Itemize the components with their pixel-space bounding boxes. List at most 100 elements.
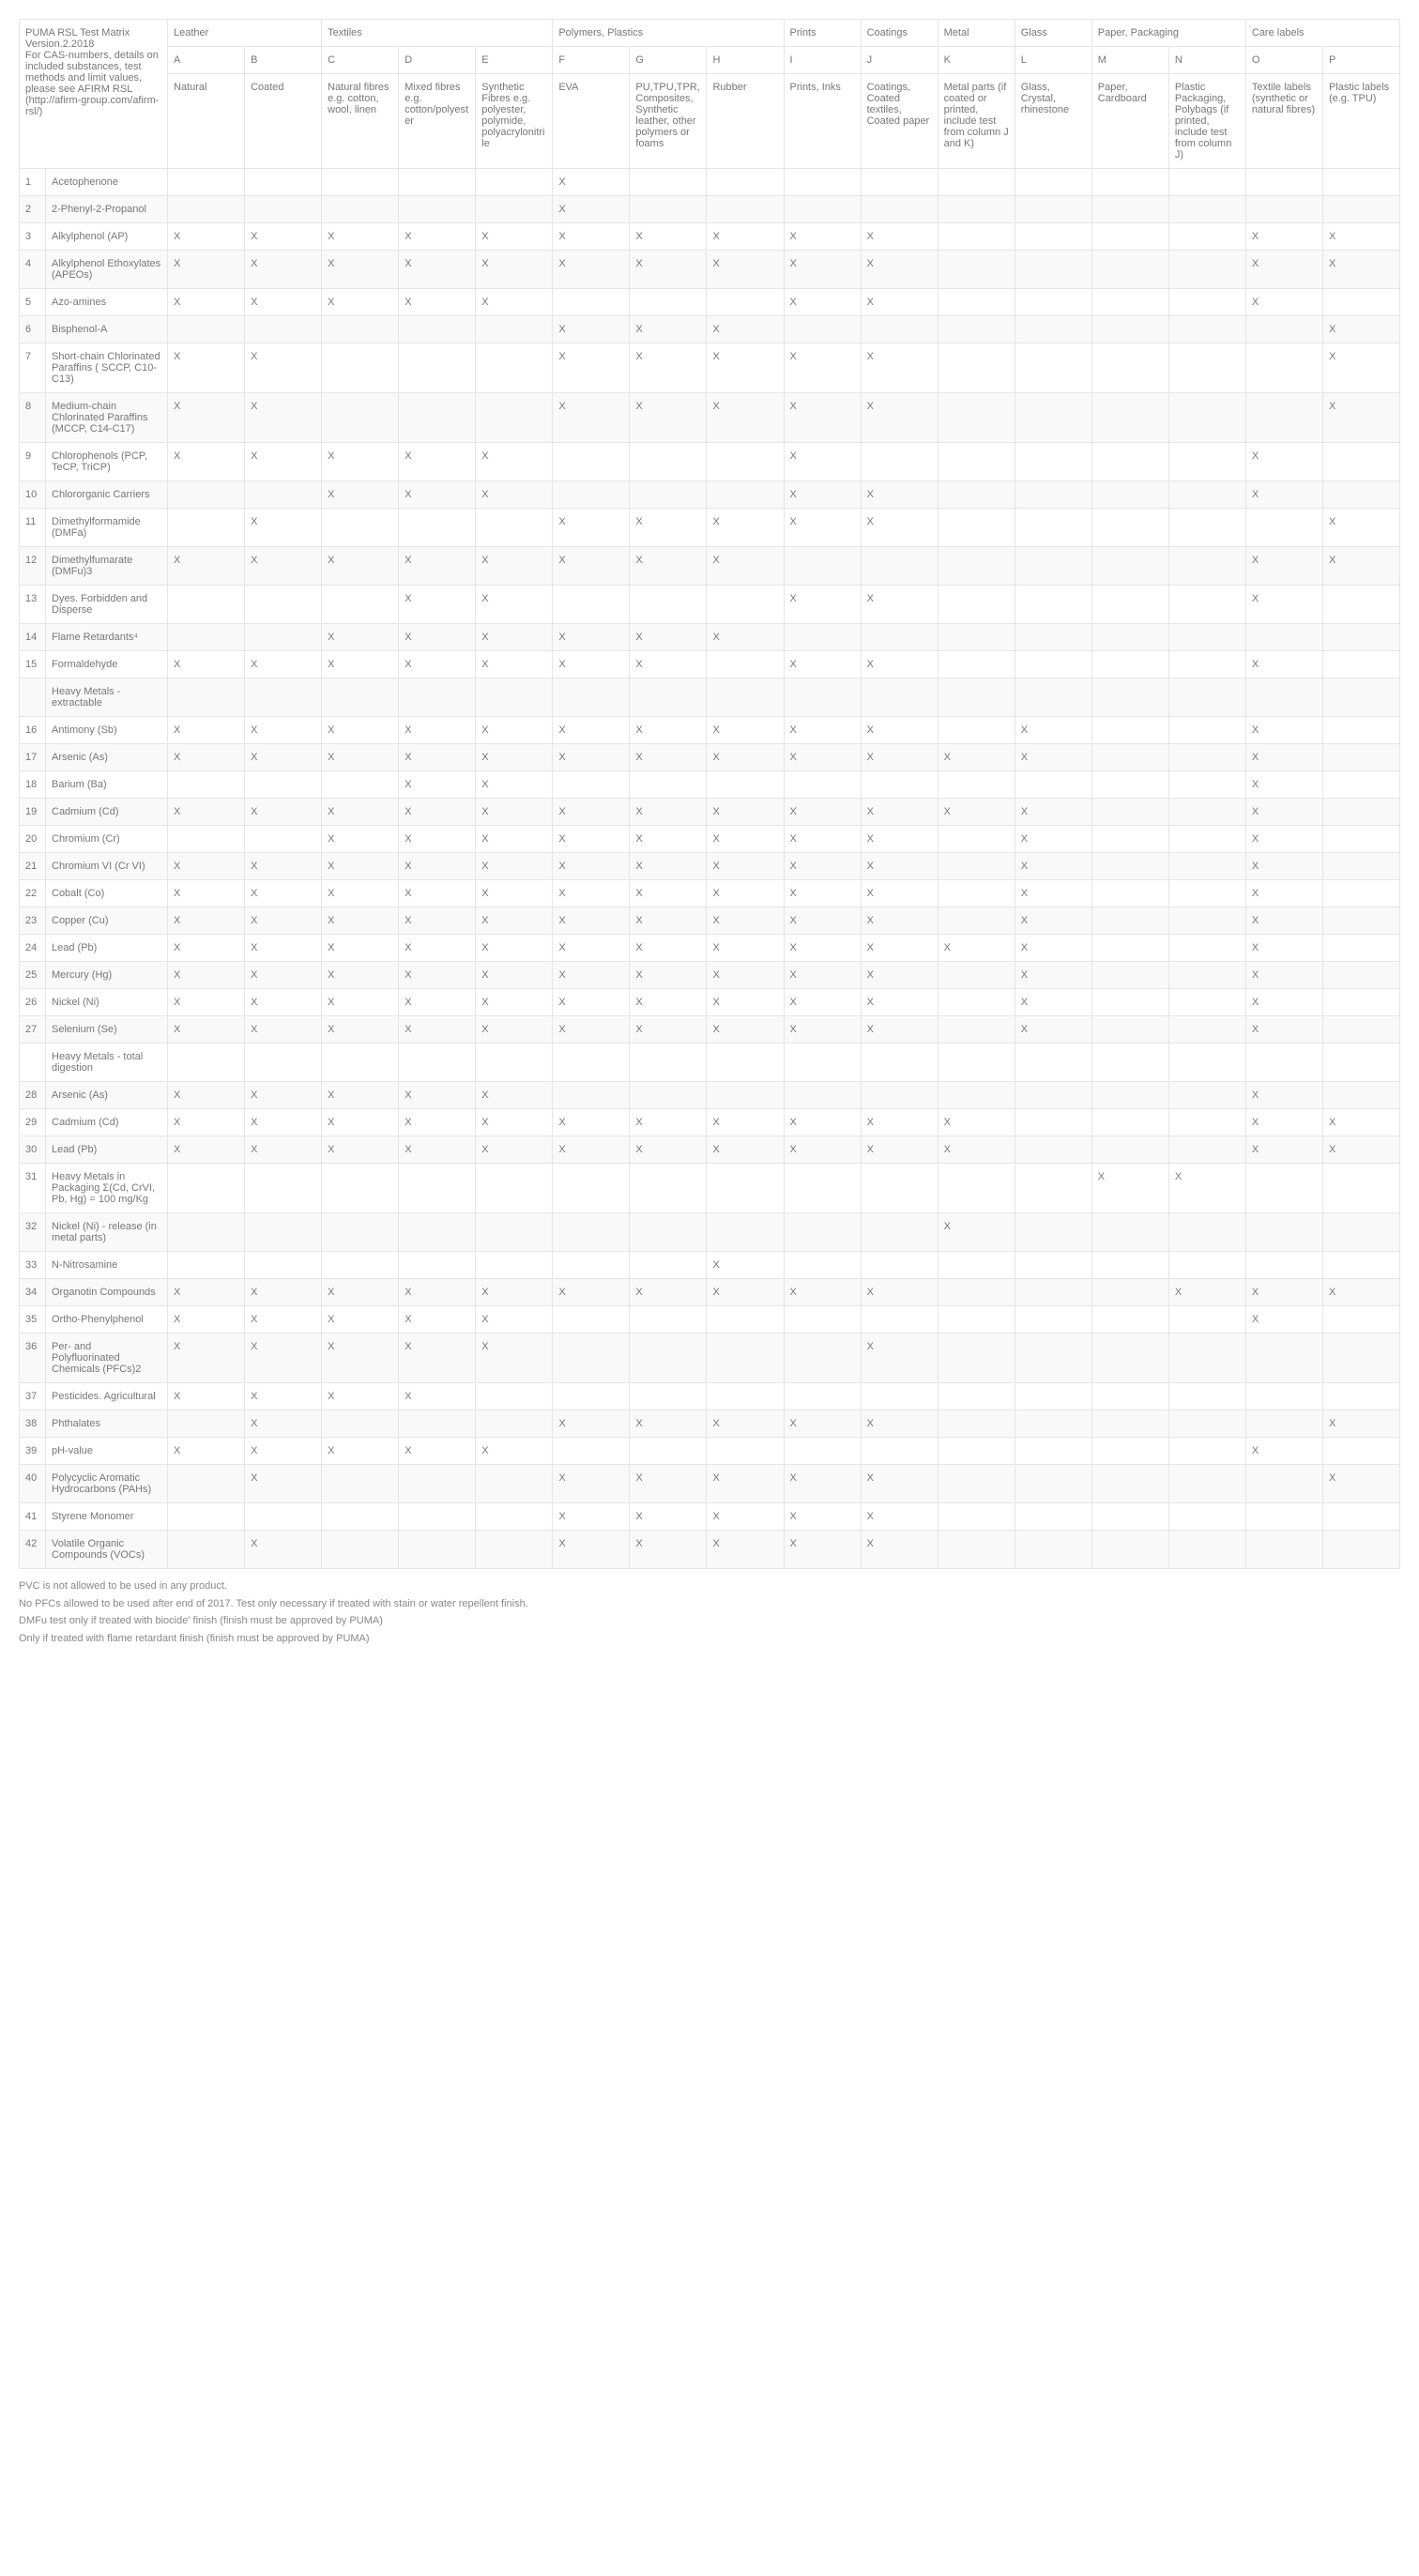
matrix-cell <box>245 1044 322 1082</box>
row-number: 4 <box>20 251 46 289</box>
matrix-cell: X <box>707 1016 784 1044</box>
matrix-cell: X <box>553 1465 630 1503</box>
matrix-cell <box>861 1438 938 1465</box>
matrix-cell <box>168 1044 245 1082</box>
matrix-cell: X <box>322 935 399 962</box>
matrix-cell <box>1322 1383 1399 1410</box>
column-letter-header: P <box>1322 47 1399 74</box>
matrix-cell: X <box>476 251 553 289</box>
substance-name: Chromium VI (Cr VI) <box>46 853 168 880</box>
matrix-cell: X <box>707 343 784 393</box>
substance-name: Dimethylformamide (DMFa) <box>46 509 168 547</box>
row-number: 12 <box>20 547 46 586</box>
matrix-cell: X <box>322 717 399 744</box>
matrix-cell: X <box>707 1252 784 1279</box>
matrix-cell <box>1168 223 1245 251</box>
matrix-cell: X <box>399 289 476 316</box>
matrix-cell <box>1168 1213 1245 1252</box>
matrix-cell <box>1015 1044 1091 1082</box>
substance-name: Polycyclic Aromatic Hydrocarbons (PAHs) <box>46 1465 168 1503</box>
substance-name: Phthalates <box>46 1410 168 1438</box>
matrix-cell <box>1322 1531 1399 1569</box>
matrix-cell <box>707 651 784 678</box>
matrix-cell: X <box>630 251 707 289</box>
matrix-cell: X <box>861 586 938 624</box>
substance-name: Selenium (Se) <box>46 1016 168 1044</box>
matrix-cell: X <box>630 509 707 547</box>
matrix-cell: X <box>707 223 784 251</box>
matrix-cell <box>707 678 784 717</box>
matrix-cell <box>1245 1164 1322 1213</box>
matrix-cell: X <box>476 1334 553 1383</box>
table-row: 41Styrene MonomerXXXXX <box>20 1503 1400 1531</box>
row-number: 5 <box>20 289 46 316</box>
matrix-cell <box>784 547 861 586</box>
column-letter-header: I <box>784 47 861 74</box>
matrix-cell: X <box>245 547 322 586</box>
matrix-cell: X <box>399 443 476 481</box>
matrix-cell: X <box>476 1109 553 1136</box>
matrix-cell <box>938 196 1015 223</box>
table-row: 37Pesticides. AgriculturalXXXX <box>20 1383 1400 1410</box>
matrix-cell: X <box>1245 443 1322 481</box>
matrix-cell <box>938 1016 1015 1044</box>
matrix-cell <box>1015 223 1091 251</box>
matrix-cell: X <box>399 223 476 251</box>
matrix-cell: X <box>322 907 399 935</box>
matrix-cell: X <box>168 1109 245 1136</box>
matrix-cell <box>1015 196 1091 223</box>
matrix-cell: X <box>399 907 476 935</box>
matrix-cell: X <box>399 1136 476 1164</box>
matrix-cell <box>553 1164 630 1213</box>
matrix-cell <box>1091 1383 1168 1410</box>
row-number: 30 <box>20 1136 46 1164</box>
matrix-cell: X <box>399 1383 476 1410</box>
substance-name: Lead (Pb) <box>46 935 168 962</box>
footnotes: PVC is not allowed to be used in any pro… <box>19 1578 1400 1646</box>
column-letter-header: N <box>1168 47 1245 74</box>
matrix-cell <box>938 481 1015 509</box>
row-number: 20 <box>20 826 46 853</box>
matrix-cell: X <box>861 251 938 289</box>
matrix-cell: X <box>245 989 322 1016</box>
matrix-cell <box>1245 509 1322 547</box>
table-title-cell: PUMA RSL Test Matrix Version.2.2018 For … <box>20 20 168 169</box>
matrix-cell <box>245 169 322 196</box>
matrix-cell: X <box>861 962 938 989</box>
matrix-cell <box>861 1252 938 1279</box>
row-number: 22 <box>20 880 46 907</box>
row-number: 24 <box>20 935 46 962</box>
matrix-cell: X <box>553 1531 630 1569</box>
substance-name: Acetophenone <box>46 169 168 196</box>
matrix-cell <box>784 1044 861 1082</box>
matrix-cell <box>1091 678 1168 717</box>
matrix-cell: X <box>476 771 553 799</box>
matrix-cell <box>1168 1465 1245 1503</box>
row-number: 13 <box>20 586 46 624</box>
matrix-cell: X <box>168 1334 245 1383</box>
matrix-cell: X <box>707 1109 784 1136</box>
column-letter-header: A <box>168 47 245 74</box>
matrix-cell <box>938 1334 1015 1383</box>
substance-name: Ortho-Phenylphenol <box>46 1306 168 1334</box>
matrix-cell: X <box>245 853 322 880</box>
matrix-cell <box>1015 393 1091 443</box>
matrix-cell: X <box>630 624 707 651</box>
substance-name: Arsenic (As) <box>46 1082 168 1109</box>
substance-name: N-Nitrosamine <box>46 1252 168 1279</box>
table-row: 6Bisphenol-AXXXX <box>20 316 1400 343</box>
matrix-cell: X <box>168 1016 245 1044</box>
matrix-cell <box>1015 651 1091 678</box>
matrix-cell: X <box>1245 1438 1322 1465</box>
matrix-cell: X <box>168 1279 245 1306</box>
matrix-cell <box>1015 771 1091 799</box>
matrix-cell: X <box>784 826 861 853</box>
matrix-cell <box>553 1252 630 1279</box>
matrix-cell: X <box>1245 853 1322 880</box>
matrix-cell <box>1168 678 1245 717</box>
matrix-cell: X <box>861 935 938 962</box>
row-number: 21 <box>20 853 46 880</box>
matrix-cell: X <box>399 989 476 1016</box>
matrix-cell <box>245 1252 322 1279</box>
matrix-cell: X <box>784 1531 861 1569</box>
